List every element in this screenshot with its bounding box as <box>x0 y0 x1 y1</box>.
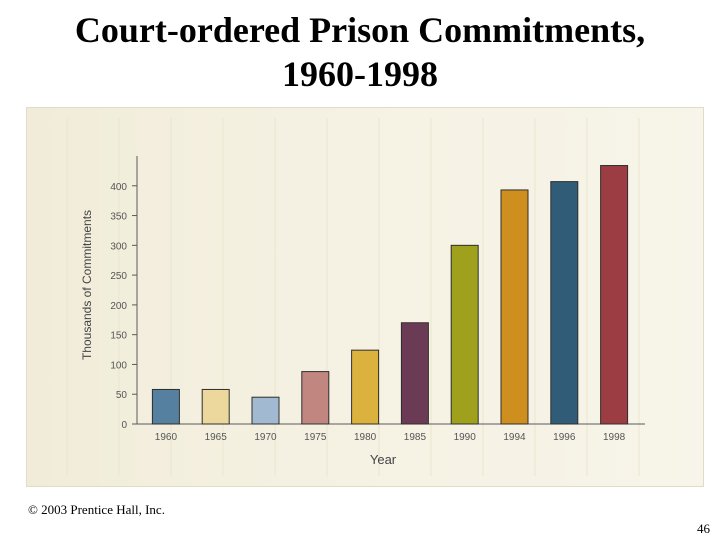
y-axis-title: Thousands of Commitments <box>80 210 94 360</box>
y-tick-label: 300 <box>110 241 127 252</box>
bar <box>151 388 180 425</box>
y-tick-label: 0 <box>121 420 127 431</box>
y-tick-label: 50 <box>116 390 128 401</box>
bar <box>301 371 330 425</box>
x-tick-label: 1996 <box>553 432 576 443</box>
x-tick-label: 1980 <box>354 432 377 443</box>
x-tick-label: 1985 <box>404 432 427 443</box>
x-tick-label: 1970 <box>254 432 277 443</box>
bar <box>400 322 429 425</box>
bar <box>351 349 380 425</box>
x-tick-label: 1990 <box>454 432 477 443</box>
chart-panel: 0 50 100 150 200 250 300 350 400 1960 1965 1970 1975… <box>26 107 704 487</box>
x-tick-label: 1965 <box>205 432 228 443</box>
y-tick-label: 150 <box>110 331 127 342</box>
y-tick-label: 250 <box>110 271 127 282</box>
bar <box>450 244 479 425</box>
bar <box>500 189 529 425</box>
x-axis-title: Year <box>370 452 397 467</box>
slide-title-line-1: Court-ordered Prison Commitments, <box>74 10 646 50</box>
y-tick-label: 200 <box>110 301 127 312</box>
x-tick-label: 1998 <box>603 432 626 443</box>
y-tick-label: 100 <box>110 360 127 371</box>
y-tick-label: 400 <box>110 182 127 193</box>
bar <box>600 165 629 425</box>
bar-chart: 0 50 100 150 200 250 300 350 400 1960 1965 1970 1975… <box>66 118 645 476</box>
copyright-notice: © 2003 Prentice Hall, Inc. <box>28 502 165 517</box>
slide-title-line-2: 1960-1998 <box>282 54 438 94</box>
slide-title: Court-ordered Prison Commitments, 1960-1… <box>0 8 720 96</box>
x-tick-label: 1994 <box>503 432 526 443</box>
bar <box>201 388 230 425</box>
x-tick-label: 1960 <box>155 432 178 443</box>
y-tick-label: 350 <box>110 212 127 223</box>
page-number: 46 <box>697 521 710 536</box>
bar <box>251 396 280 425</box>
x-tick-label: 1975 <box>304 432 327 443</box>
bar <box>550 181 579 425</box>
